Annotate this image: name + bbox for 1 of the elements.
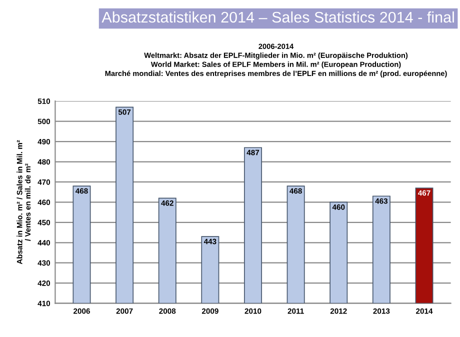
- chart-title: Absatzstatistiken 2014 – Sales Statistics 2014 - final: [102, 11, 454, 23]
